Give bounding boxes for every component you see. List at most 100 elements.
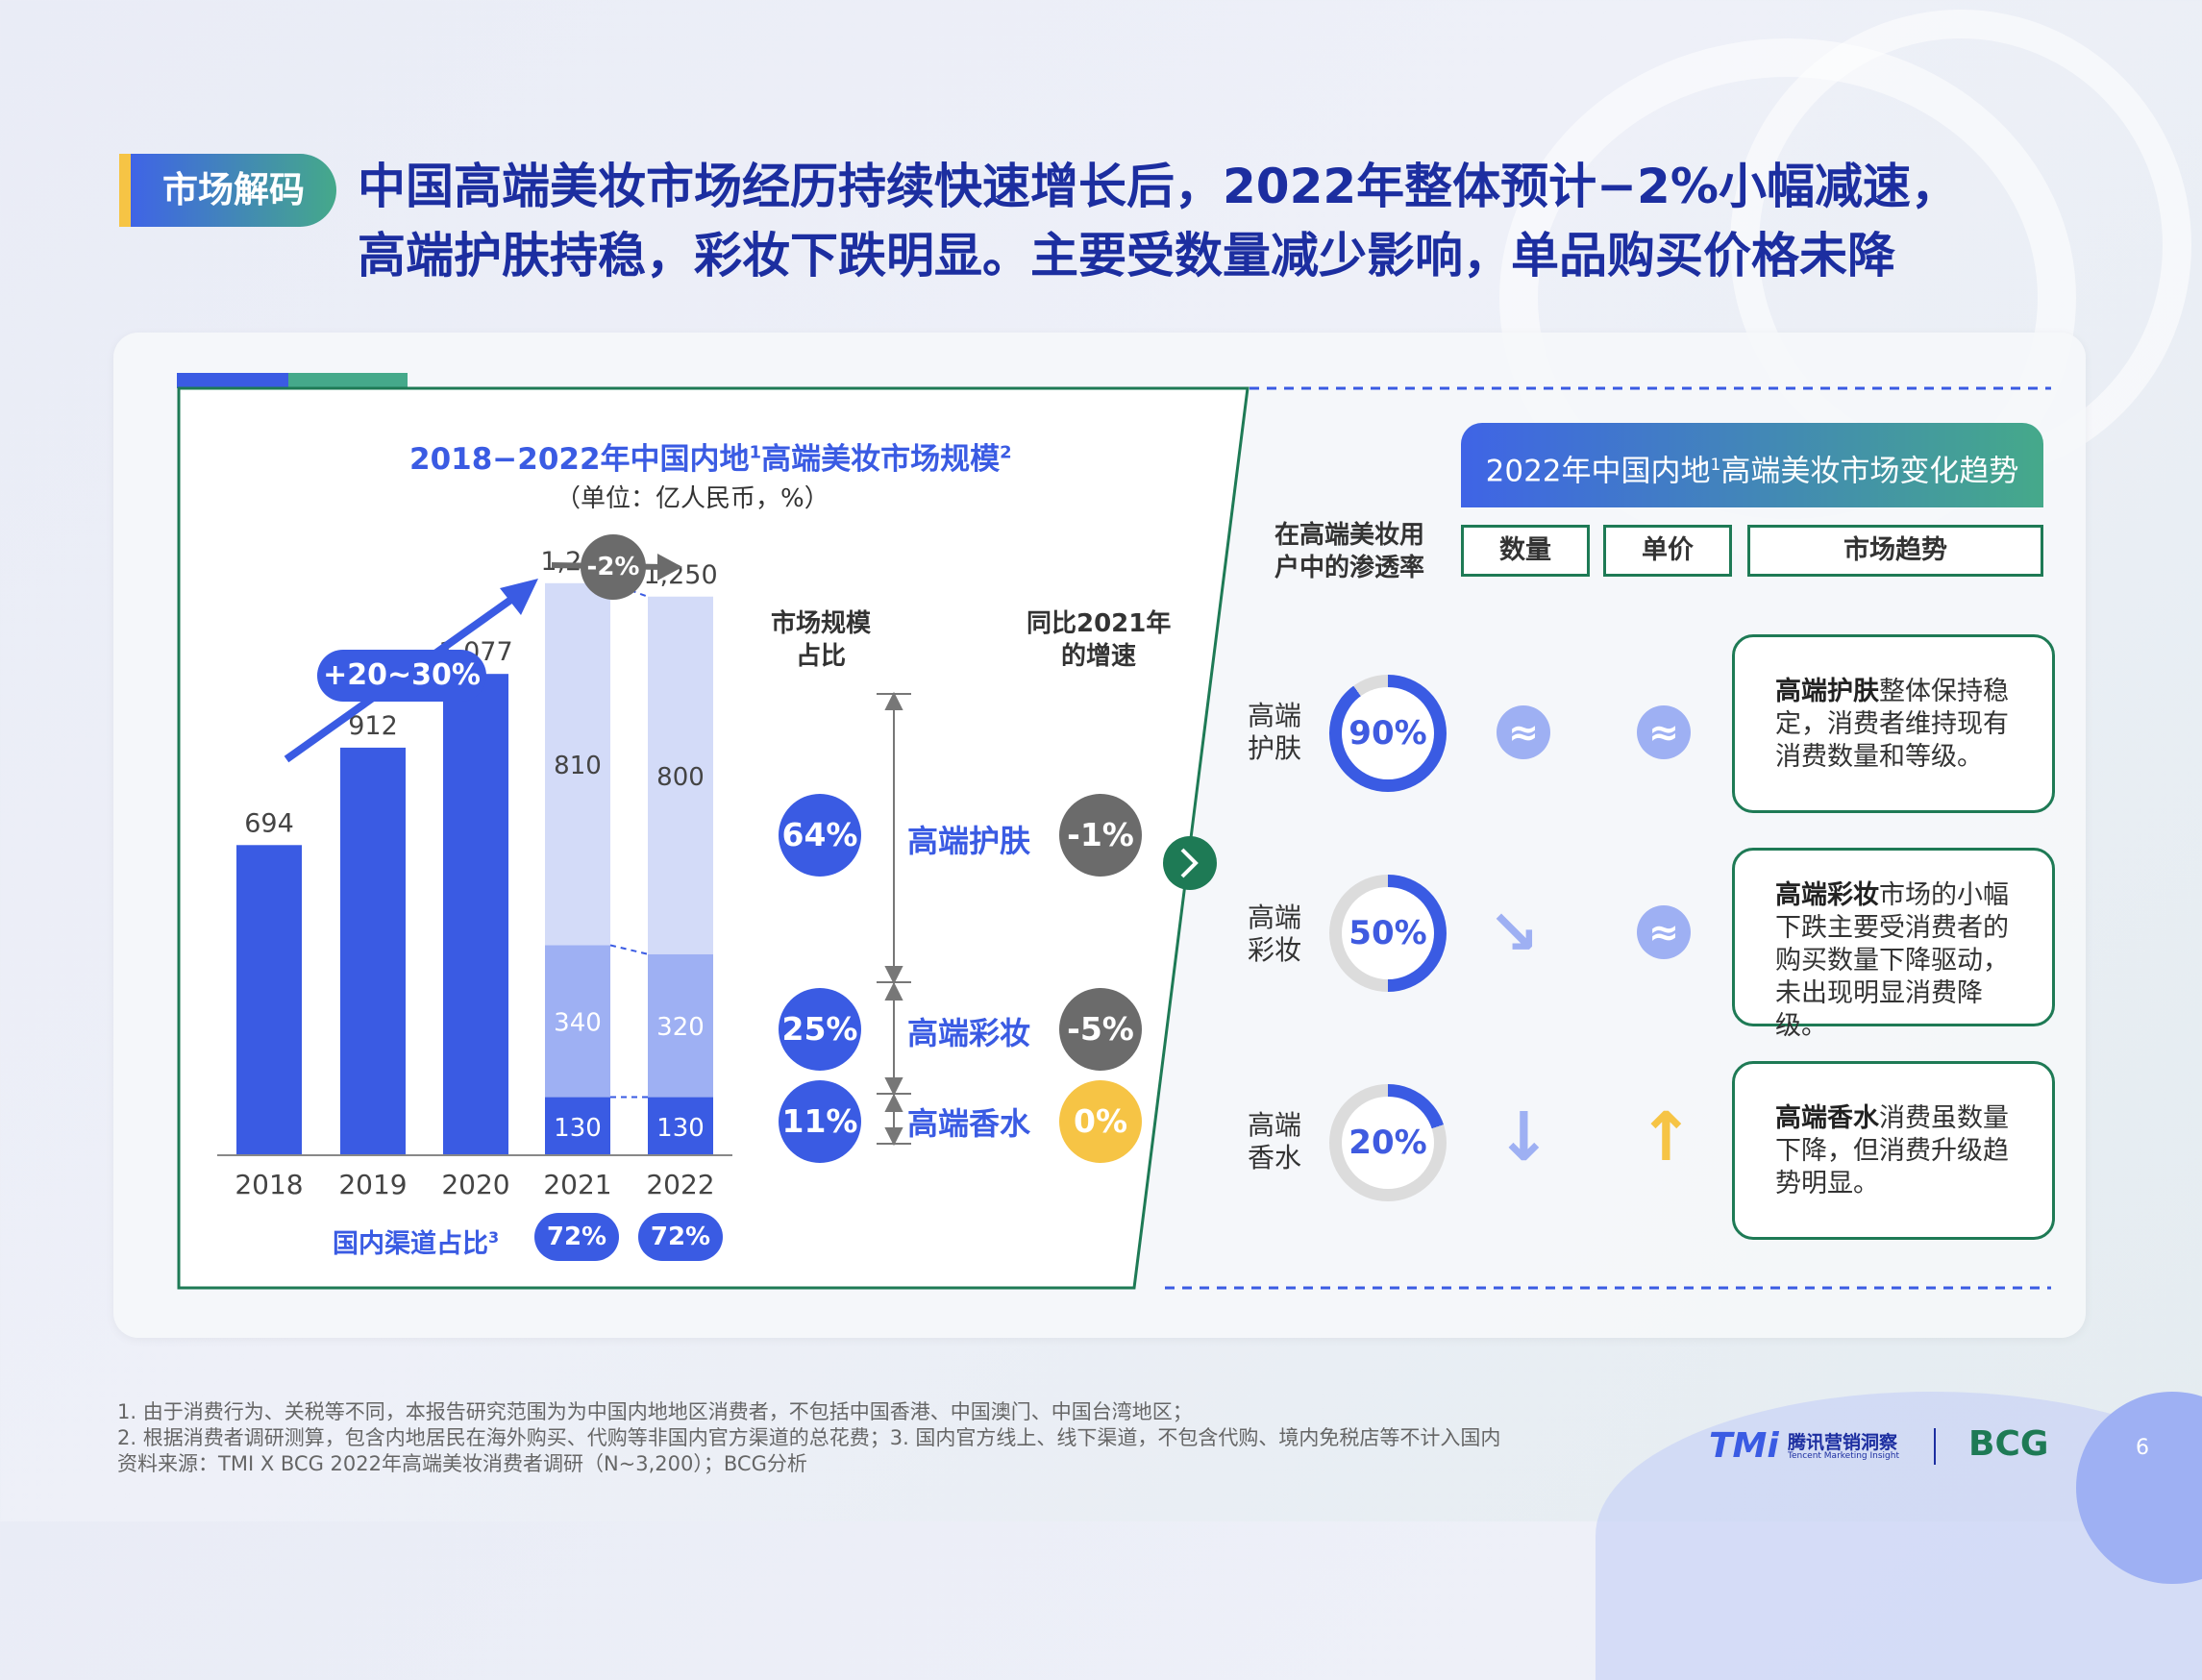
tmi-logo-cn: 腾讯营销洞察 bbox=[1788, 1432, 1898, 1453]
trend-card-skincare-line1: 整体保持稳 bbox=[1879, 677, 2009, 706]
row-label-makeup-line1: 高端 bbox=[1248, 902, 1302, 933]
yoy-bubble-skincare: -1% bbox=[1059, 794, 1142, 877]
trend-card-makeup-bold: 高端彩妆 bbox=[1775, 880, 1879, 910]
domestic-label-sup: 3 bbox=[488, 1228, 500, 1247]
chart-unit: （单位：亿人民币，%） bbox=[556, 484, 829, 513]
penetration-header-line1: 在高端美妆用 bbox=[1274, 521, 1425, 550]
footnote-2: 2. 根据消费者调研测算，包含内地居民在海外购买、代购等非国内官方渠道的总花费；… bbox=[117, 1426, 1501, 1449]
bcg-logo: BCG bbox=[1968, 1424, 2049, 1464]
trend-card-skincare-line3: 消费数量和等级。 bbox=[1775, 742, 1983, 772]
trend-card-skincare: 高端护肤整体保持稳 定，消费者维持现有 消费数量和等级。 bbox=[1732, 634, 2055, 813]
price-column-header: 单价 bbox=[1603, 525, 1732, 577]
growth-badge: +20~30% bbox=[317, 650, 486, 702]
segment-value-label: 320 bbox=[656, 1013, 705, 1042]
chart-title-part2: 高端美妆市场规模 bbox=[761, 442, 1001, 477]
yoy-column-header: 同比2021年 的增速 bbox=[1027, 607, 1171, 673]
tmi-logo: TMi bbox=[1709, 1426, 1779, 1466]
share-bubble-skincare: 64% bbox=[779, 794, 861, 877]
share-header-line1: 市场规模 bbox=[770, 609, 871, 638]
penetration-ring-skincare: 90% bbox=[1329, 675, 1447, 792]
x-tick-label: 2022 bbox=[646, 1169, 714, 1200]
bar-segment-2022-2 bbox=[648, 596, 713, 954]
share-bubble-fragrance: 11% bbox=[779, 1080, 861, 1163]
quantity-approx-icon: ≈ bbox=[1497, 705, 1550, 759]
segment-label-skincare: 高端护肤 bbox=[907, 823, 1031, 859]
row-label-makeup-line2: 彩妆 bbox=[1248, 934, 1302, 966]
bar-segment-2021-1 bbox=[545, 945, 610, 1098]
domestic-share-2022: 72% bbox=[638, 1213, 723, 1261]
right-title-part2: 高端美妆市场变化趋势 bbox=[1720, 454, 2019, 489]
penetration-ring-fragrance: 20% bbox=[1329, 1084, 1447, 1201]
row-label-skincare-line1: 高端 bbox=[1248, 700, 1302, 731]
arrow-up-icon: ↑ bbox=[1638, 1098, 1695, 1176]
stack-connector bbox=[609, 581, 649, 598]
trend-card-fragrance-line3: 势明显。 bbox=[1775, 1169, 1879, 1198]
domestic-channel-label: 国内渠道占比3 bbox=[333, 1223, 499, 1260]
bar-2018 bbox=[236, 845, 302, 1155]
page-number: 6 bbox=[2136, 1436, 2149, 1460]
source-note: 资料来源：TMI X BCG 2022年高端美妆消费者调研（N~3,200）；B… bbox=[117, 1452, 807, 1475]
bar-chart: 694201891220191,07720201303408101,280202… bbox=[217, 547, 732, 1200]
row-label-skincare: 高端 护肤 bbox=[1248, 700, 1301, 765]
x-tick-label: 2021 bbox=[543, 1169, 611, 1200]
section-tag: 市场解码 bbox=[119, 154, 336, 227]
share-header-line2: 占比 bbox=[795, 642, 846, 671]
penetration-header: 在高端美妆用 户中的渗透率 bbox=[1274, 519, 1424, 584]
yoy-bubble-fragrance: 0% bbox=[1059, 1080, 1142, 1163]
x-tick-label: 2020 bbox=[441, 1169, 509, 1200]
segment-value-label: 800 bbox=[656, 763, 705, 792]
trend-card-skincare-bold: 高端护肤 bbox=[1775, 677, 1879, 706]
yoy-header-line1: 同比2021年 bbox=[1027, 609, 1172, 638]
footnote-1: 1. 由于消费行为、关税等不同，本报告研究范围为为中国内地地区消费者，不包括中国… bbox=[117, 1400, 1193, 1423]
bar-2020 bbox=[443, 674, 508, 1155]
yoy-header-line2: 的增速 bbox=[1060, 642, 1136, 671]
segment-value-label: 810 bbox=[554, 752, 602, 780]
chart-title-sup1: 1 bbox=[749, 442, 762, 463]
growth-arrowhead bbox=[500, 579, 538, 615]
bar-segment-2021-2 bbox=[545, 582, 610, 946]
penetration-value-makeup: 50% bbox=[1342, 887, 1434, 979]
segment-value-label: 130 bbox=[656, 1114, 705, 1143]
trend-card-makeup: 高端彩妆市场的小幅 下跌主要受消费者的 购买数量下降驱动， 未出现明显消费降级。 bbox=[1732, 848, 2055, 1041]
share-bubble-makeup: 25% bbox=[779, 988, 861, 1071]
right-title-part1: 2022年中国内地 bbox=[1485, 454, 1711, 489]
decline-arrowhead bbox=[657, 554, 682, 581]
bar-segment-2021-0 bbox=[545, 1097, 610, 1155]
row-label-fragrance: 高端 香水 bbox=[1248, 1109, 1301, 1174]
price-approx-icon: ≈ bbox=[1637, 905, 1691, 959]
row-label-makeup: 高端 彩妆 bbox=[1248, 902, 1301, 967]
page-title-line1: 中国高端美妆市场经历持续快速增长后，2022年整体预计−2%小幅减速， bbox=[358, 159, 1959, 214]
page-title-line2: 高端护肤持稳，彩妆下跌明显。主要受数量减少影响，单品购买价格未降 bbox=[358, 228, 1895, 284]
right-panel-title: 2022年中国内地1高端美妆市场变化趋势 bbox=[1461, 423, 2043, 507]
trend-card-fragrance-line1: 消费虽数量 bbox=[1879, 1103, 2009, 1133]
penetration-value-fragrance: 20% bbox=[1342, 1097, 1434, 1189]
bar-segment-2022-0 bbox=[648, 1097, 713, 1155]
x-tick-label: 2018 bbox=[235, 1169, 303, 1200]
segment-value-label: 130 bbox=[554, 1114, 602, 1143]
arrow-down-right-icon: ↘ bbox=[1488, 898, 1540, 969]
total-value-label: 912 bbox=[348, 711, 398, 741]
trend-card-makeup-line1: 市场的小幅 bbox=[1879, 880, 2009, 910]
arrow-down-icon: ↓ bbox=[1496, 1098, 1552, 1176]
trend-card-fragrance-bold: 高端香水 bbox=[1775, 1103, 1879, 1133]
bar-2019 bbox=[340, 747, 406, 1155]
trend-card-skincare-line2: 定，消费者维持现有 bbox=[1775, 709, 2009, 739]
yoy-bubble-makeup: -5% bbox=[1059, 988, 1142, 1071]
tmi-logo-en: Tencent Marketing Insight bbox=[1788, 1451, 1899, 1461]
chart-title: 2018−2022年中国内地1高端美妆市场规模2 bbox=[409, 434, 1012, 478]
penetration-value-skincare: 90% bbox=[1342, 687, 1434, 779]
trend-card-fragrance: 高端香水消费虽数量 下降，但消费升级趋 势明显。 bbox=[1732, 1061, 2055, 1240]
trend-card-fragrance-line2: 下降，但消费升级趋 bbox=[1775, 1136, 2009, 1166]
stack-connector bbox=[609, 944, 649, 955]
segment-label-makeup: 高端彩妆 bbox=[907, 1015, 1031, 1051]
penetration-header-line2: 户中的渗透率 bbox=[1274, 554, 1425, 582]
share-column-header: 市场规模 占比 bbox=[763, 607, 878, 673]
decline-badge: -2% bbox=[581, 534, 646, 600]
trend-card-makeup-line4: 未出现明显消费降级。 bbox=[1775, 978, 1983, 1041]
segment-value-label: 340 bbox=[554, 1009, 602, 1038]
trend-column-header: 市场趋势 bbox=[1747, 525, 2043, 577]
chevron-right-icon bbox=[1163, 836, 1217, 890]
row-label-fragrance-line2: 香水 bbox=[1248, 1142, 1302, 1174]
domestic-share-2021: 72% bbox=[534, 1213, 619, 1261]
row-label-skincare-line2: 护肤 bbox=[1248, 732, 1302, 764]
